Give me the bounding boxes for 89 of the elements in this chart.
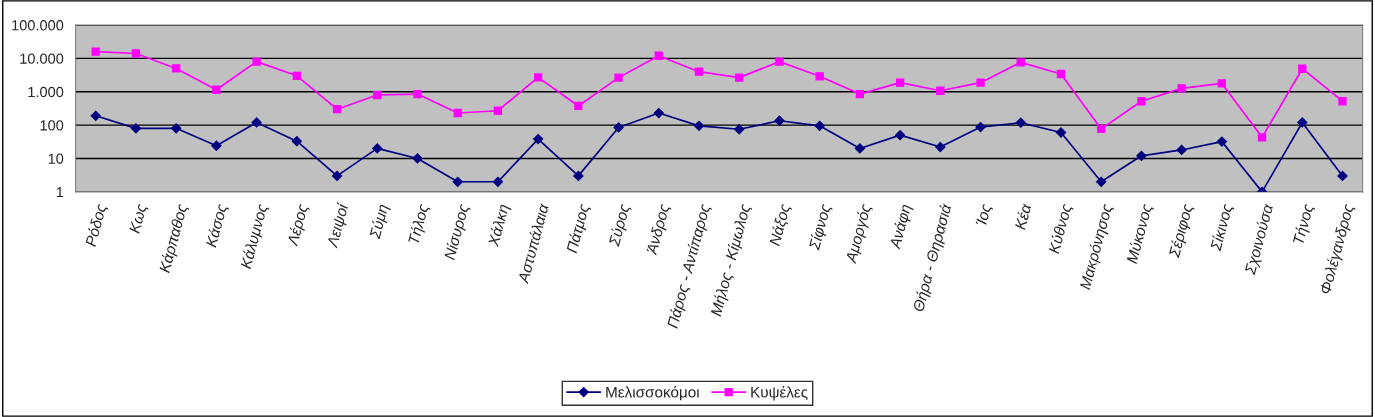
point: [372, 143, 383, 154]
legend-label: Κυψέλες: [751, 385, 808, 401]
point: [855, 89, 865, 99]
y-tick-label: 100: [40, 120, 64, 131]
x-tick-label: Λειψοί: [325, 201, 352, 250]
point: [131, 49, 141, 58]
point: [1097, 124, 1106, 134]
point: [936, 86, 945, 95]
point: [894, 130, 906, 141]
point: [332, 105, 342, 114]
x-tick-label: Σύρος: [607, 202, 633, 248]
point: [493, 106, 503, 115]
point: [452, 176, 463, 187]
point: [573, 170, 584, 182]
point: [292, 71, 301, 80]
point: [613, 122, 624, 133]
x-tick-label: Κως: [129, 203, 150, 235]
point: [976, 78, 985, 87]
legend-label: Μελισσοκόμοι: [606, 385, 700, 401]
point: [533, 73, 543, 82]
x-tick-label: Ίος: [975, 203, 994, 228]
point: [1177, 84, 1186, 93]
point: [1016, 58, 1025, 67]
point: [130, 123, 142, 134]
point: [90, 110, 101, 121]
point: [693, 120, 705, 131]
y-tick-label: 1.000: [28, 86, 64, 98]
point: [814, 120, 825, 131]
point: [694, 67, 704, 76]
x-tick-label: Σίκινος: [1209, 202, 1236, 253]
x-tick-label: Νάξος: [768, 202, 793, 247]
point: [492, 176, 504, 187]
point: [654, 51, 663, 60]
point: [1217, 79, 1227, 88]
point: [1176, 144, 1187, 156]
point: [91, 47, 100, 56]
point: [453, 108, 462, 118]
point: [1216, 136, 1227, 147]
point: [331, 170, 343, 182]
point: [815, 72, 824, 81]
x-tick-label: Κύθνος: [1047, 202, 1075, 255]
point: [653, 107, 664, 119]
y-tick-label: 100.000: [12, 20, 64, 31]
point: [1056, 69, 1066, 79]
point: [1338, 97, 1347, 106]
point: [251, 117, 262, 128]
y-tick-label: 1: [56, 187, 64, 198]
point: [1298, 64, 1307, 73]
x-tick-label: Τήνος: [1291, 202, 1317, 246]
point: [1337, 170, 1348, 182]
point: [614, 73, 623, 82]
point: [1015, 117, 1026, 128]
point: [734, 124, 745, 135]
point: [775, 57, 784, 66]
point: [975, 122, 986, 133]
x-tick-label: Τήλος: [407, 202, 432, 246]
point: [252, 57, 261, 66]
x-tick-label: Λέρος: [285, 202, 311, 248]
point: [1257, 133, 1267, 142]
point: [1137, 97, 1146, 106]
point: [854, 143, 866, 154]
point: [1096, 176, 1107, 187]
x-tick-label: Σίφνος: [807, 202, 834, 252]
point: [373, 90, 382, 100]
x-tick-label: Ανάφη: [888, 203, 915, 251]
point: [413, 89, 422, 99]
point: [735, 73, 744, 82]
point: [935, 141, 946, 153]
point: [1136, 150, 1147, 161]
x-tick-label: Ρόδος: [84, 202, 110, 248]
point: [1297, 117, 1308, 128]
point: [171, 123, 182, 134]
x-tick-label: Πάτμος: [565, 202, 593, 255]
x-tick-label: Κάσος: [204, 202, 230, 249]
point: [172, 64, 181, 73]
x-tick-label: Κέα: [1013, 202, 1032, 231]
point: [533, 134, 544, 145]
x-tick-label: Σύμη: [368, 203, 392, 241]
point: [774, 115, 785, 126]
point: [412, 153, 423, 164]
point: [574, 101, 583, 111]
y-tick-label: 10.000: [20, 53, 64, 64]
y-tick-label: 10: [48, 153, 64, 164]
point: [291, 136, 302, 147]
point: [212, 85, 221, 94]
x-tick-label: Χάλκη: [486, 203, 512, 249]
point: [211, 140, 222, 151]
x-tick-label: Άνδρος: [645, 202, 673, 257]
point: [895, 78, 905, 87]
